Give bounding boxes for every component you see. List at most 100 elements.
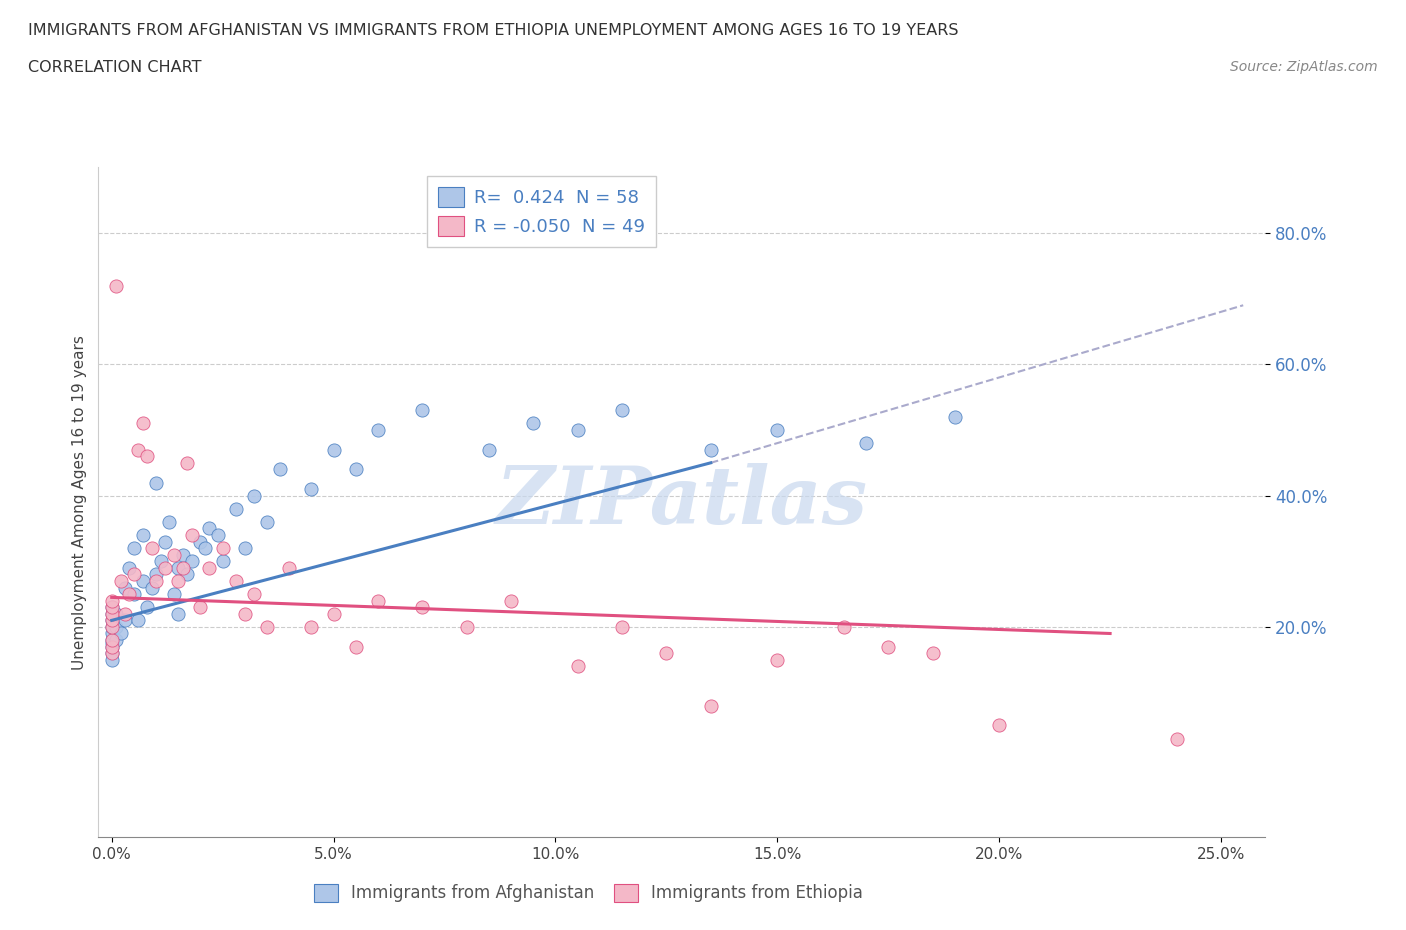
Point — [256, 514, 278, 529]
Point — [114, 606, 136, 621]
Point — [132, 527, 155, 542]
Point — [127, 613, 149, 628]
Point — [225, 574, 247, 589]
Point — [877, 639, 900, 654]
Point — [100, 593, 122, 608]
Point — [105, 632, 128, 647]
Point — [567, 658, 589, 673]
Point — [141, 540, 163, 555]
Point — [256, 619, 278, 634]
Point — [322, 606, 344, 621]
Point — [172, 547, 194, 562]
Point — [766, 422, 789, 437]
Point — [100, 613, 122, 628]
Point — [145, 574, 167, 589]
Point — [198, 561, 221, 576]
Point — [207, 527, 229, 542]
Point — [855, 435, 877, 450]
Point — [299, 482, 322, 497]
Point — [655, 645, 678, 660]
Point — [100, 613, 122, 628]
Point — [176, 456, 198, 471]
Point — [211, 554, 233, 569]
Point — [118, 587, 141, 602]
Text: Source: ZipAtlas.com: Source: ZipAtlas.com — [1230, 60, 1378, 74]
Point — [100, 606, 122, 621]
Point — [136, 449, 159, 464]
Text: ZIPatlas: ZIPatlas — [496, 463, 868, 541]
Point — [700, 698, 723, 713]
Point — [411, 600, 433, 615]
Point — [163, 547, 186, 562]
Point — [180, 554, 202, 569]
Point — [105, 619, 128, 634]
Point — [122, 587, 145, 602]
Point — [100, 606, 122, 621]
Point — [176, 567, 198, 582]
Point — [766, 652, 789, 667]
Point — [100, 636, 122, 651]
Point — [278, 561, 301, 576]
Point — [1166, 731, 1188, 746]
Point — [198, 521, 221, 536]
Point — [157, 514, 180, 529]
Point — [233, 540, 256, 555]
Point — [100, 639, 122, 654]
Point — [478, 443, 501, 458]
Point — [499, 593, 522, 608]
Point — [167, 606, 190, 621]
Point — [100, 645, 122, 660]
Point — [132, 416, 155, 431]
Point — [190, 600, 212, 615]
Point — [114, 613, 136, 628]
Point — [105, 278, 128, 293]
Point — [943, 409, 966, 424]
Point — [141, 580, 163, 595]
Point — [225, 501, 247, 516]
Point — [153, 534, 176, 549]
Point — [180, 527, 202, 542]
Point — [233, 606, 256, 621]
Point — [100, 632, 122, 647]
Point — [832, 619, 855, 634]
Point — [136, 600, 159, 615]
Point — [100, 600, 122, 615]
Point — [921, 645, 943, 660]
Point — [190, 534, 212, 549]
Point — [522, 416, 544, 431]
Point — [110, 574, 132, 589]
Legend: Immigrants from Afghanistan, Immigrants from Ethiopia: Immigrants from Afghanistan, Immigrants … — [308, 877, 869, 909]
Text: CORRELATION CHART: CORRELATION CHART — [28, 60, 201, 75]
Point — [100, 619, 122, 634]
Point — [100, 600, 122, 615]
Point — [367, 422, 389, 437]
Point — [163, 587, 186, 602]
Point — [299, 619, 322, 634]
Point — [194, 540, 217, 555]
Point — [211, 540, 233, 555]
Point — [132, 574, 155, 589]
Point — [145, 567, 167, 582]
Point — [411, 403, 433, 418]
Point — [153, 561, 176, 576]
Point — [145, 475, 167, 490]
Point — [456, 619, 478, 634]
Point — [988, 718, 1011, 733]
Point — [122, 540, 145, 555]
Point — [100, 645, 122, 660]
Point — [567, 422, 589, 437]
Y-axis label: Unemployment Among Ages 16 to 19 years: Unemployment Among Ages 16 to 19 years — [72, 335, 87, 670]
Point — [322, 443, 344, 458]
Point — [118, 561, 141, 576]
Point — [167, 574, 190, 589]
Point — [100, 639, 122, 654]
Point — [344, 639, 367, 654]
Point — [172, 561, 194, 576]
Point — [167, 561, 190, 576]
Point — [149, 554, 172, 569]
Point — [242, 587, 264, 602]
Point — [700, 443, 723, 458]
Point — [242, 488, 264, 503]
Point — [105, 606, 128, 621]
Point — [610, 403, 633, 418]
